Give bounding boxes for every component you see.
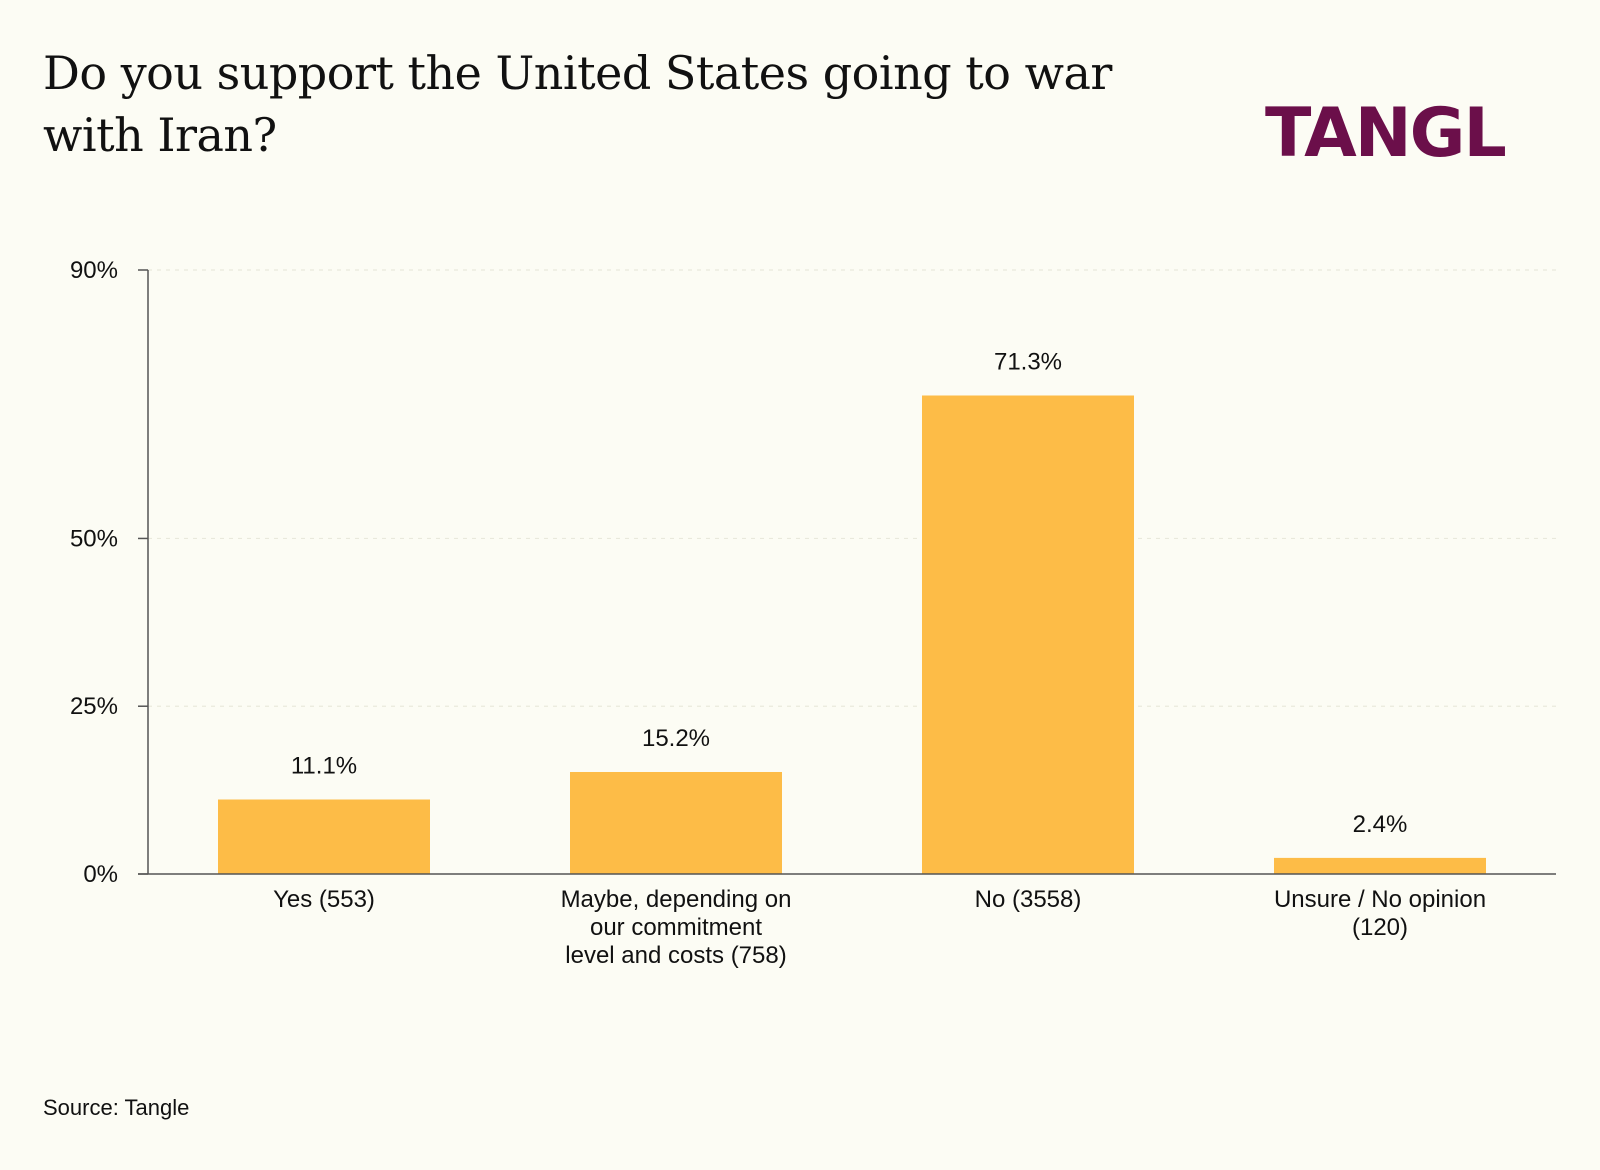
source-note: Source: Tangle — [43, 1095, 190, 1120]
x-category-label-line: Unsure / No opinion — [1274, 886, 1486, 913]
chart-title: Do you support the United States going t… — [43, 46, 1112, 162]
bar — [570, 771, 782, 874]
x-category-label: Maybe, depending on our commitment level a… — [561, 886, 792, 969]
y-tick-label: 0% — [83, 861, 118, 888]
bars — [218, 395, 1486, 874]
x-category-label-line: level and costs (758) — [565, 942, 786, 969]
x-category-label-line: Yes (553) — [273, 886, 375, 913]
x-category-label-line: our commitment — [590, 914, 762, 941]
x-category-label: No (3558) — [975, 886, 1082, 913]
y-tick-label: 90% — [70, 257, 118, 284]
x-category-label-line: Maybe, depending on — [561, 886, 792, 913]
y-tick-label: 50% — [70, 525, 118, 552]
x-category-label-line: No (3558) — [975, 886, 1082, 913]
grid-lines — [148, 269, 1556, 707]
bar-value-label: 11.1% — [291, 753, 357, 780]
x-category-label-line: (120) — [1352, 914, 1408, 941]
y-tick-label: 25% — [70, 693, 118, 720]
tangle-logo-text: TANGLE — [1265, 94, 1505, 172]
x-category-label: Unsure / No opinion (120) — [1274, 886, 1486, 941]
bar — [922, 395, 1134, 874]
bar — [218, 799, 430, 874]
labels: 0% 25% 50% 90% 11.1% Yes (553) 15.2% Maybe, dep… — [70, 257, 1486, 969]
tangle-logo: TANGLE — [1265, 94, 1505, 172]
bar-value-label: 2.4% — [1353, 811, 1408, 838]
bar-value-label: 71.3% — [994, 348, 1062, 375]
bar — [1274, 857, 1486, 874]
axes — [138, 269, 1556, 875]
x-category-label: Yes (553) — [273, 886, 375, 913]
bar-value-label: 15.2% — [642, 725, 710, 752]
